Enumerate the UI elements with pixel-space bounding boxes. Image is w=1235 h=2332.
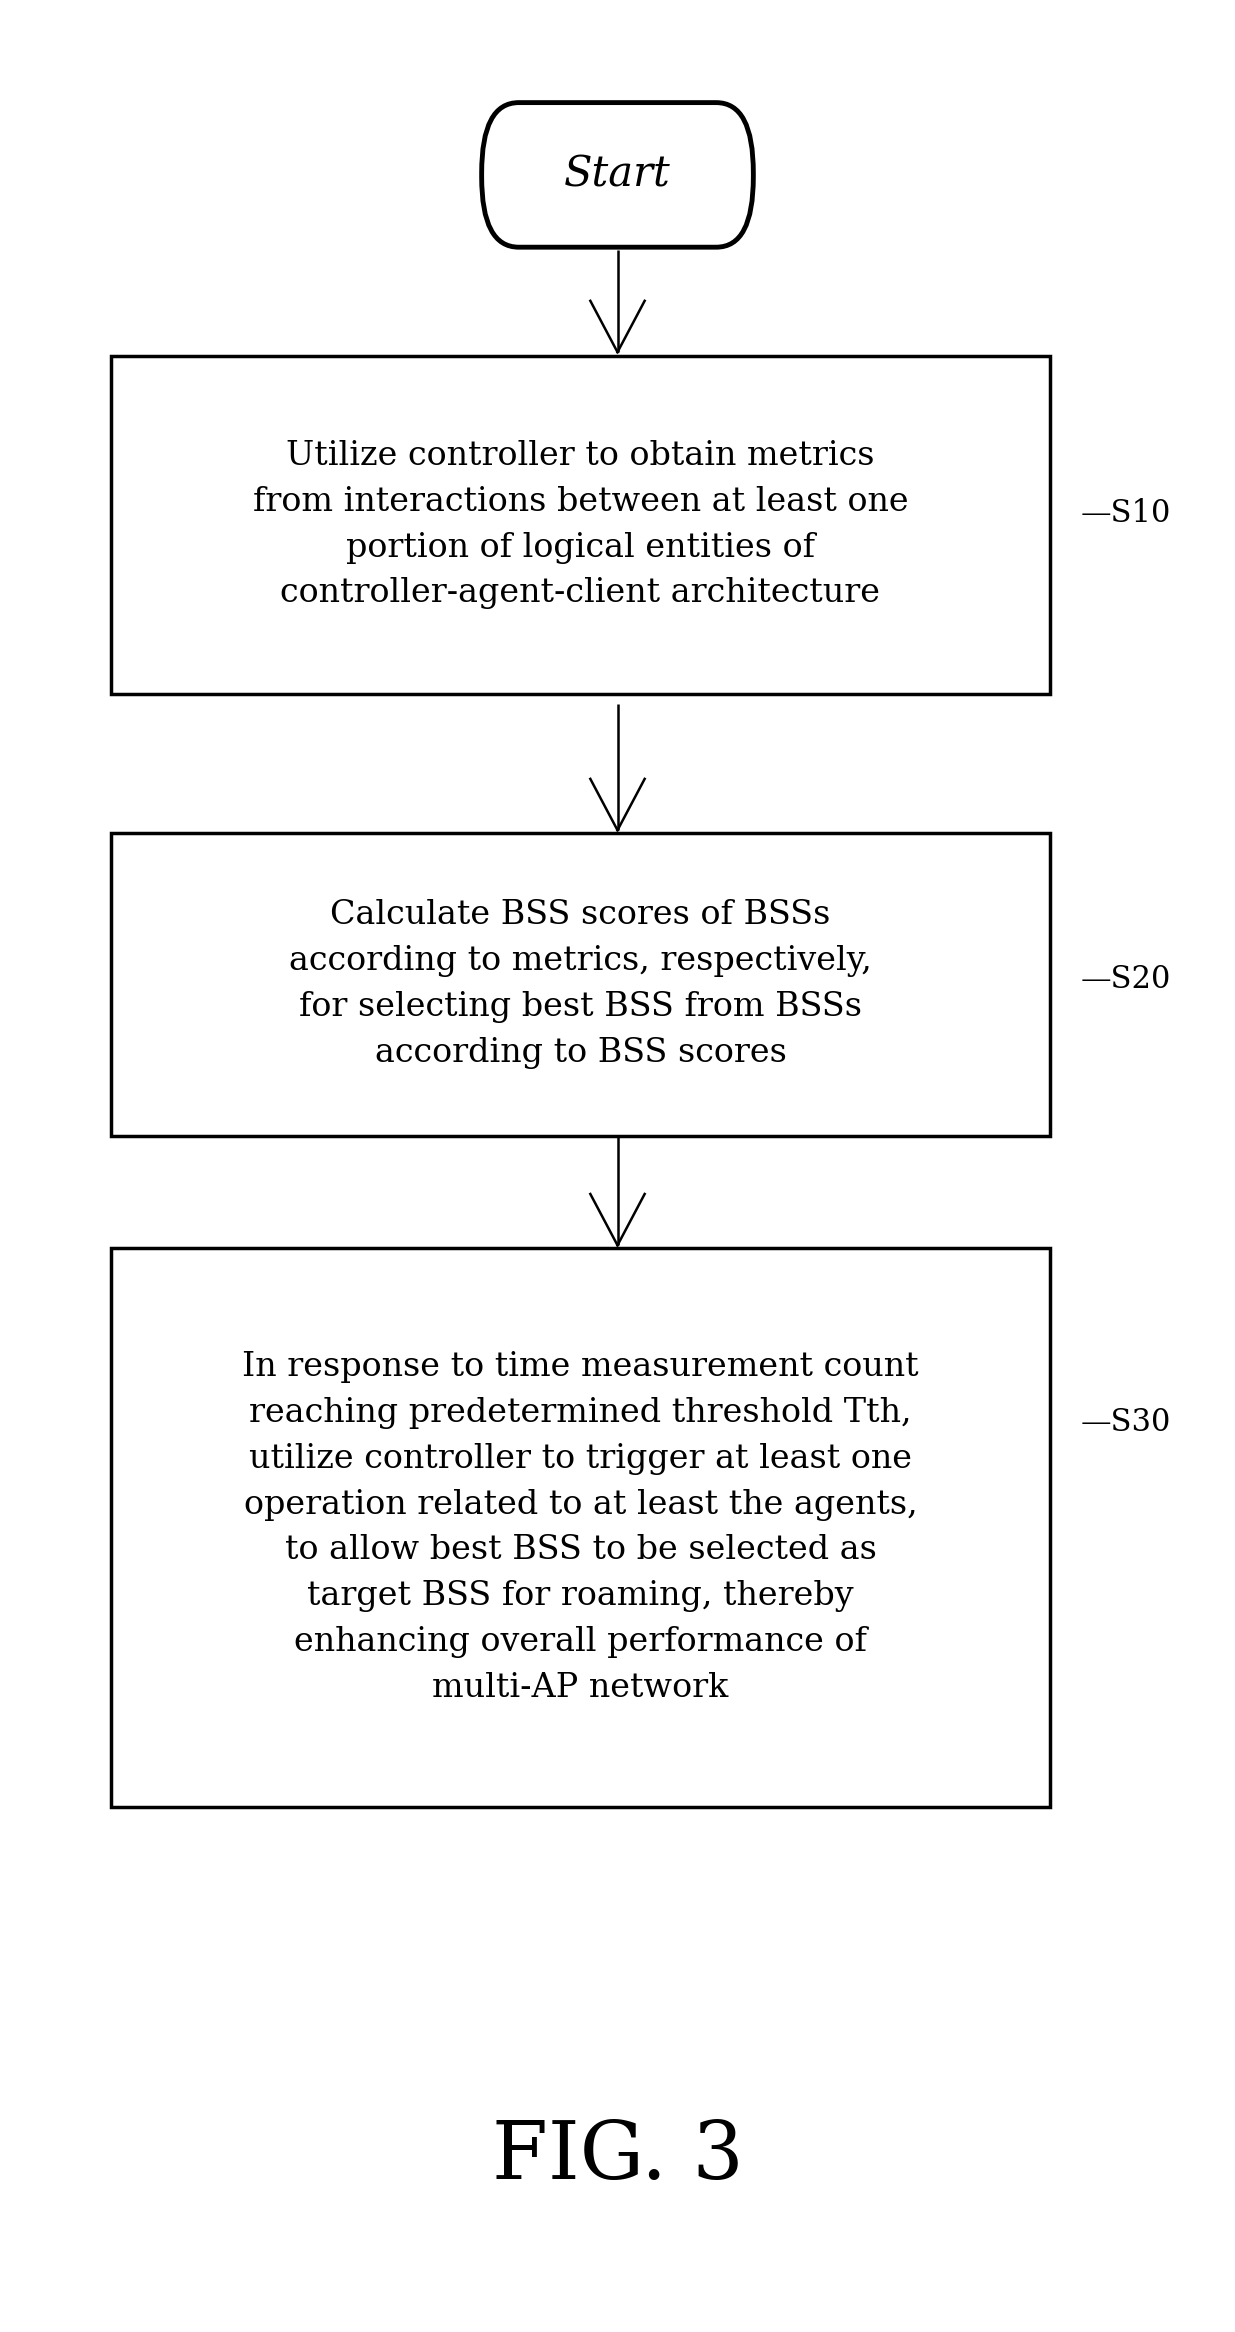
- Text: Calculate BSS scores of BSSs
according to metrics, respectively,
for selecting b: Calculate BSS scores of BSSs according t…: [289, 900, 872, 1068]
- Text: —S20: —S20: [1081, 963, 1171, 996]
- Text: —S30: —S30: [1081, 1406, 1171, 1439]
- Text: FIG. 3: FIG. 3: [492, 2117, 743, 2197]
- FancyBboxPatch shape: [482, 103, 753, 247]
- FancyBboxPatch shape: [111, 833, 1050, 1136]
- Text: —S10: —S10: [1081, 497, 1171, 529]
- Text: Utilize controller to obtain metrics
from interactions between at least one
port: Utilize controller to obtain metrics fro…: [253, 441, 908, 609]
- FancyBboxPatch shape: [111, 1248, 1050, 1807]
- Text: In response to time measurement count
reaching predetermined threshold Tth,
util: In response to time measurement count re…: [242, 1350, 919, 1705]
- Text: Start: Start: [564, 154, 671, 196]
- FancyBboxPatch shape: [111, 354, 1050, 695]
